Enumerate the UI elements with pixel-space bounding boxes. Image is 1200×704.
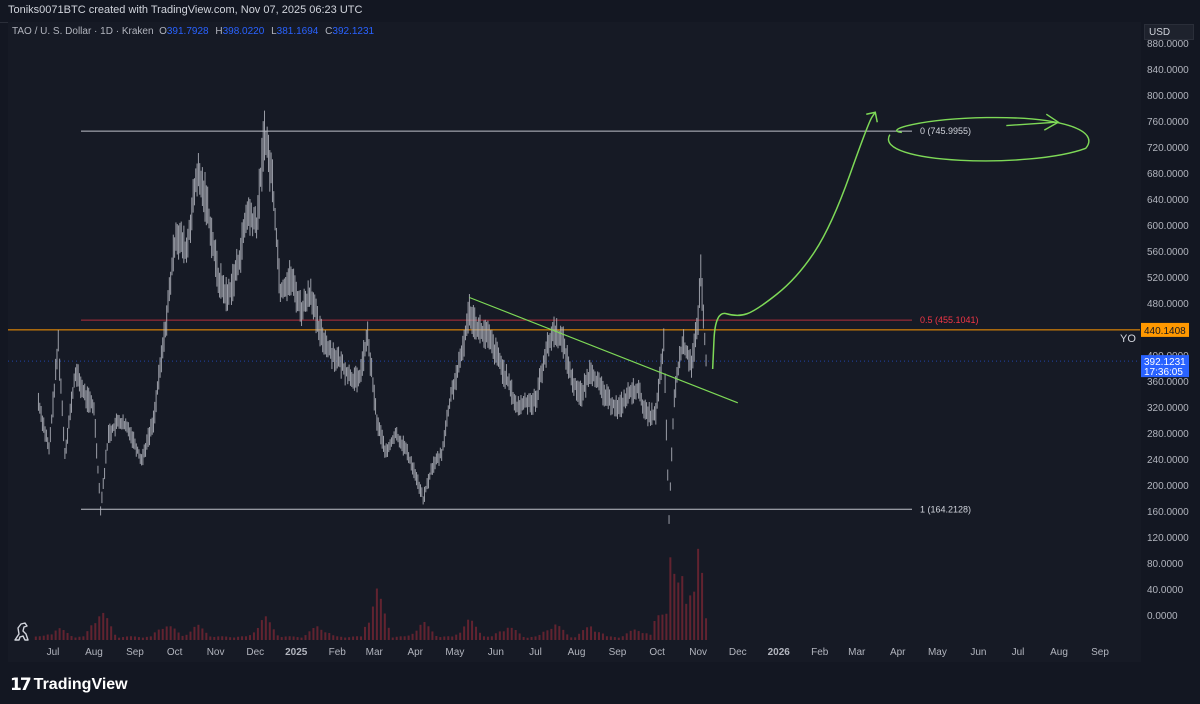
low-label: L — [271, 26, 277, 37]
high-value: 398.0220 — [222, 26, 265, 37]
price-axis[interactable] — [1141, 22, 1200, 662]
dinosaur-icon[interactable] — [12, 620, 36, 642]
chart-pane[interactable] — [8, 22, 1142, 662]
currency-selector[interactable]: USD — [1144, 24, 1194, 40]
tradingview-logo-icon: 17 — [10, 675, 32, 695]
high-label: H — [215, 26, 223, 37]
close-label: C — [325, 26, 333, 37]
open-value: 391.7928 — [166, 26, 209, 37]
open-label: O — [159, 26, 167, 37]
brand-name: TradingView — [33, 676, 128, 693]
top-bar: Toniks0071BTC created with TradingView.c… — [0, 0, 1200, 23]
close-value: 392.1231 — [332, 26, 375, 37]
yo-label: YO — [1120, 333, 1136, 345]
symbol-name[interactable]: TAO / U. S. Dollar · 1D · Kraken — [12, 26, 154, 37]
credit-text: Toniks0071BTC created with TradingView.c… — [8, 4, 363, 16]
tradingview-logo: 17 TradingView — [10, 675, 128, 695]
bottom-bar — [0, 662, 1200, 704]
low-value: 381.1694 — [276, 26, 319, 37]
symbol-legend: TAO / U. S. Dollar · 1D · Kraken O391.79… — [12, 26, 378, 37]
